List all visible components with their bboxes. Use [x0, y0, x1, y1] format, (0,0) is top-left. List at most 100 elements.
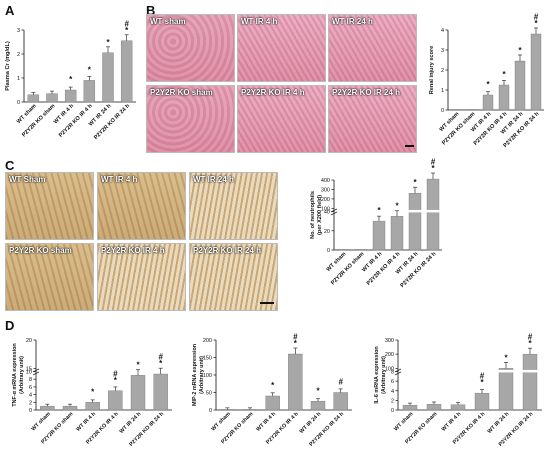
x-tick-label: WT sham	[393, 411, 414, 432]
x-tick-label: WT sham	[31, 411, 52, 432]
bar	[408, 193, 422, 251]
y-tick-label: 4	[29, 393, 32, 399]
y-tick-label: 200	[321, 197, 330, 203]
bar	[102, 52, 114, 103]
y-tick-label: 0	[17, 100, 20, 106]
significance-marker: *	[88, 65, 92, 74]
y-tick-label: 1	[17, 76, 20, 82]
bar	[474, 392, 490, 411]
bar	[288, 353, 303, 411]
axis-break	[330, 208, 338, 213]
x-tick-label: P2Y2R KO IR 24 h	[93, 103, 131, 141]
significance-marker: #	[528, 333, 533, 342]
axis-break	[394, 368, 402, 373]
bar	[390, 216, 404, 251]
y-tick-label: 200	[385, 352, 394, 358]
y-tick-label: 300	[385, 338, 394, 344]
bar	[64, 89, 77, 103]
micrograph-label: P2Y2R KO IR 4 h	[241, 88, 305, 97]
bar	[482, 94, 494, 111]
y-axis-label: IL-6 mRNA expression	[374, 346, 380, 403]
bar	[514, 60, 526, 111]
y-tick-label: 0	[327, 248, 330, 254]
bar	[522, 353, 538, 411]
bar	[354, 249, 368, 251]
significance-marker: *	[294, 339, 298, 348]
bar-break	[498, 369, 514, 373]
significance-marker: *	[271, 381, 275, 390]
axis-break	[330, 211, 338, 216]
micrograph-c-6: P2Y2R KO IR 24 h	[189, 243, 278, 311]
micrograph-label: P2Y2R KO IR 24 h	[193, 246, 262, 255]
y-tick-label: 3	[17, 28, 20, 34]
significance-marker: *	[136, 360, 140, 369]
panel-letter-a: A	[5, 3, 15, 18]
micrograph-b-4: P2Y2R KO sham	[146, 85, 235, 153]
bar	[450, 109, 462, 111]
bar	[450, 404, 466, 411]
y-axis-label-unit: (Arbitrary unit)	[381, 356, 387, 394]
y-tick-label: 40	[324, 210, 330, 216]
micrograph-b-3: WT IR 24 h	[328, 14, 417, 82]
significance-marker: #	[124, 19, 129, 28]
significance-marker: *	[518, 46, 522, 55]
significance-marker: *	[413, 178, 417, 187]
y-axis-label: MIP-2 mRNA expression	[192, 344, 198, 406]
significance-marker: *	[504, 353, 508, 362]
y-tick-label: 20	[324, 229, 330, 235]
significance-marker: *	[480, 378, 484, 387]
bar	[108, 390, 123, 411]
micrograph-b-1: WT sham	[146, 14, 235, 82]
bar	[83, 80, 96, 103]
y-tick-label: 50	[206, 391, 212, 397]
scale-bar	[260, 302, 274, 304]
y-tick-label: 3	[441, 48, 444, 54]
y-tick-label: 200	[203, 338, 212, 344]
x-tick-label: WT sham	[211, 411, 232, 432]
significance-marker: #	[431, 158, 436, 167]
micrograph-b-6: P2Y2R KO IR 24 h	[328, 85, 417, 153]
x-tick-label: WT IR 4 h	[255, 411, 277, 433]
x-tick-label: WT IR 24 h	[299, 411, 323, 435]
significance-marker: *	[431, 164, 435, 173]
micrograph-c-1: WT Sham	[5, 172, 94, 240]
y-tick-label: 100	[321, 206, 330, 212]
micrograph-label: P2Y2R KO IR 24 h	[332, 88, 401, 97]
significance-marker: *	[159, 359, 163, 368]
bar	[498, 84, 510, 111]
significance-marker: *	[486, 80, 490, 89]
panel-letter-d: D	[5, 318, 15, 333]
axis-break	[32, 368, 40, 373]
scale-bar	[405, 145, 414, 147]
micrograph-label: P2Y2R KO sham	[150, 88, 213, 97]
y-tick-label: 400	[321, 178, 330, 184]
x-tick-label: WT IR 4 h	[441, 411, 463, 433]
significance-marker: #	[338, 378, 343, 387]
significance-marker: #	[113, 369, 118, 378]
micrograph-c-3: WT IR 24 h	[189, 172, 278, 240]
y-axis-label-unit: (Arbitrary unit)	[19, 356, 25, 394]
bar-break	[408, 209, 422, 213]
y-axis-label: Renal injury score	[429, 46, 435, 95]
bar	[426, 178, 440, 251]
bar	[466, 109, 478, 111]
significance-marker: *	[502, 70, 506, 79]
x-tick-label: P2Y2R KO IR 4 h	[58, 103, 94, 139]
y-tick-label: 6	[29, 385, 32, 391]
micrograph-label: WT Sham	[9, 175, 46, 184]
panel-letter-b: B	[146, 3, 156, 18]
y-tick-label: 4	[441, 28, 444, 34]
y-axis-label-unit: (per X200 field)	[317, 195, 323, 235]
y-tick-label: 10	[26, 370, 32, 376]
bar	[153, 373, 168, 411]
bar-break	[522, 369, 538, 373]
y-axis-label: No. of neutrophils	[310, 191, 316, 239]
micrograph-c-5: P2Y2R KO IR 4 h	[97, 243, 186, 311]
micrograph-label: P2Y2R KO sham	[9, 246, 72, 255]
axis-break	[394, 371, 402, 376]
micrograph-label: WT IR 24 h	[332, 17, 373, 26]
bar	[426, 404, 442, 411]
